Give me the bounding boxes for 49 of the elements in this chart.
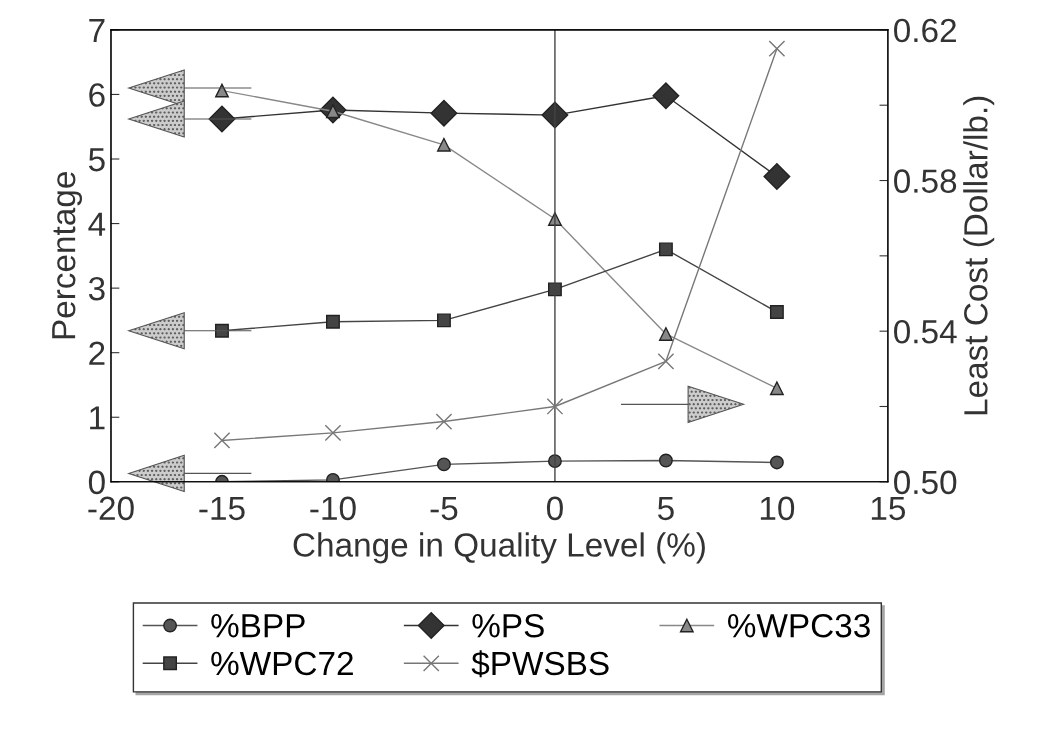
- point: [769, 305, 784, 319]
- y-tick-label: 3: [88, 276, 105, 301]
- x-tick-label: 0: [546, 496, 563, 521]
- y2-tick-label: 0.50: [894, 470, 957, 495]
- y-tick-label: 7: [89, 19, 105, 42]
- x-tick-label: 10: [760, 496, 795, 521]
- point: [213, 432, 231, 449]
- point: [658, 242, 673, 257]
- point: [215, 323, 229, 338]
- x-tick-label: 15: [871, 496, 906, 521]
- point: [769, 455, 784, 470]
- legend-label: %WPC33: [728, 613, 870, 638]
- y-axis-title: Percentage: [52, 172, 83, 339]
- y2-axis-title: Least Cost (Dollar/lb.): [963, 96, 995, 415]
- point: [763, 162, 791, 190]
- point: [326, 314, 340, 329]
- point: [652, 82, 680, 110]
- point: [436, 313, 451, 328]
- legend-label: %WPC72: [211, 651, 353, 676]
- legend-label: %BPP: [211, 614, 305, 638]
- legend-label: $PWSBS: [471, 650, 609, 678]
- point: [769, 381, 784, 396]
- point: [436, 457, 451, 472]
- point: [435, 413, 453, 430]
- point: [657, 352, 675, 370]
- y-tick-label: 6: [89, 83, 105, 107]
- point: [658, 327, 673, 341]
- x-tick-label: -15: [199, 496, 245, 521]
- x-axis-title: Change in Quality Level (%): [293, 532, 705, 564]
- point: [436, 137, 451, 152]
- y-tick-label: 1: [90, 406, 105, 430]
- legend-label: %PS: [472, 613, 544, 638]
- x-tick-label: -5: [430, 496, 458, 521]
- y-tick-label: 0: [88, 470, 105, 495]
- point: [546, 398, 564, 415]
- point: [215, 83, 229, 98]
- x-tick-label: -10: [310, 496, 356, 521]
- point: [430, 99, 458, 127]
- y-tick-label: 5: [88, 148, 105, 172]
- point: [658, 453, 673, 468]
- point: [768, 40, 786, 58]
- x-tick-label: -20: [88, 496, 134, 521]
- y2-tick-label: 0.58: [894, 169, 957, 193]
- point: [324, 424, 342, 442]
- y-tick-label: 2: [89, 341, 105, 365]
- x-tick-label: 5: [657, 496, 674, 521]
- y-tick-label: 4: [88, 212, 106, 236]
- y2-tick-label: 0.62: [894, 18, 956, 43]
- y2-tick-label: 0.54: [894, 319, 957, 344]
